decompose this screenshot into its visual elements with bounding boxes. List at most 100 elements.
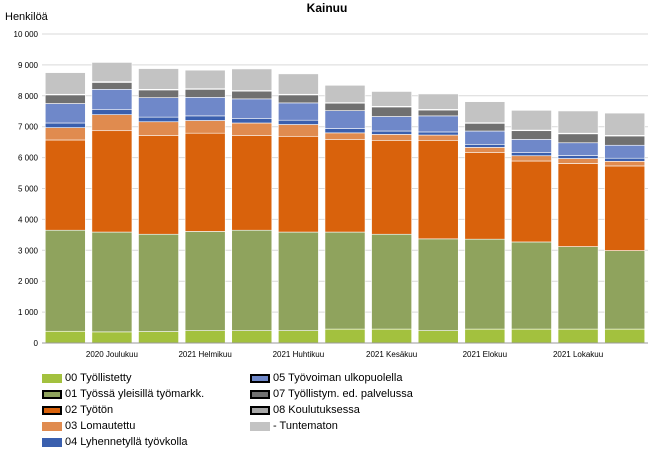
bar-segment [557,246,599,330]
bar-segment [511,110,552,131]
bar-segment [44,139,86,231]
x-tick-label: 2021 Huhtikuu [273,350,325,359]
x-tick-label: 2021 Kesäkuu [366,350,417,359]
legend-item: 05 Työvoiman ulkopuolella [250,372,402,384]
legend-item: 00 Työllistetty [42,372,131,384]
bar-segment [324,110,366,129]
y-tick-label: 10 000 [14,30,39,39]
bar-segment [557,133,599,144]
bar-segment [231,90,273,100]
legend-swatch [250,421,270,431]
bar-segment [138,68,179,90]
chart-title: Kainuu [307,1,348,15]
bar-segment [184,330,226,344]
bar-segment [511,152,552,157]
bar-segment [464,238,506,330]
bar-segment [417,330,459,344]
bar-segment [44,122,86,128]
bar-segment [371,106,412,117]
bar-segment [417,109,459,117]
bar-segment [184,89,226,98]
legend-swatch [42,437,62,447]
bar-segment [371,91,412,107]
bar-segment [604,328,646,344]
bar-segment [44,330,86,344]
bar-segment [464,123,506,132]
y-axis-label: Henkilöä [5,11,49,23]
legend-swatch [250,389,270,399]
bar-segment [604,135,646,146]
bar-segment [557,142,599,156]
bar-segment [604,161,646,167]
bar-segment [464,101,506,123]
bar-segment [604,250,646,330]
legend-label: 01 Työssä yleisillä työmarkk. [65,388,205,400]
bar-segment [44,229,86,332]
bar-segment [604,157,646,162]
bar-segment [511,328,552,344]
y-tick-label: 4 000 [18,215,39,224]
legend-swatch [250,373,270,383]
y-tick-label: 3 000 [18,246,39,255]
bar-segment [278,73,319,95]
bar-segment [417,93,459,110]
bar-segment [511,241,552,330]
bar-segment [91,109,133,115]
legend-item: 03 Lomautettu [42,420,135,432]
legend-item: 02 Työtön [42,404,113,416]
bar-segment [511,155,552,162]
bar-segment [417,238,459,331]
y-axis-ticks: 0 1 000 2 000 3 000 4 000 5 000 6 000 7 000 8 00… [14,30,39,348]
x-tick-label: 2021 Elokuu [463,350,507,359]
legend-swatch [250,405,270,415]
bar-segment [417,134,459,141]
bar-segment [138,121,179,136]
bar-segment [557,158,599,164]
legend-item: 04 Lyhennetyllä työvkolla [42,436,188,448]
bar-segment [278,124,319,137]
bar-segment [184,69,226,89]
bar-segment [91,82,133,90]
bar-segment [278,135,319,233]
bar-segment [604,165,646,251]
bar-segment [44,94,86,104]
x-tick-label: 2021 Lokakuu [553,350,603,359]
legend-label: 05 Työvoiman ulkopuolella [273,372,403,384]
bar-segment [557,110,599,134]
bar-segment [231,68,273,91]
legend-label: 03 Lomautettu [65,420,136,432]
legend-label: 08 Koulutuksessa [273,404,360,416]
y-tick-label: 2 000 [18,277,39,286]
bar-segment [44,72,86,95]
bar-segment [91,62,133,82]
bar-segment [371,328,412,344]
y-tick-label: 8 000 [18,92,39,101]
bar-segment [417,131,459,136]
y-tick-label: 0 [34,339,39,348]
bar-segment [464,147,506,153]
bar-segment [184,120,226,134]
bar-segment [557,155,599,159]
legend-item: 08 Koulutuksessa [250,404,360,416]
y-tick-label: 5 000 [18,185,39,194]
bar-segment [231,98,273,119]
bar-segment [324,139,366,233]
bar-segment [464,144,506,148]
legend-swatch [42,389,62,399]
y-tick-label: 6 000 [18,154,39,163]
bar-segment [324,84,366,103]
bar-segment [511,160,552,243]
legend-label: 00 Työllistetty [65,372,132,384]
bar-segment [184,115,226,121]
bar-segment [371,130,412,135]
bar-segment [138,89,179,98]
bar-segment [138,331,179,344]
legend-swatch [42,421,62,431]
bar-segment [231,229,273,331]
bar-segment [464,130,506,145]
legend-swatch [42,373,62,383]
legend-label: 04 Lyhennetyllä työvkolla [65,436,188,448]
bar-segment [278,102,319,121]
bar-segment [371,116,412,132]
